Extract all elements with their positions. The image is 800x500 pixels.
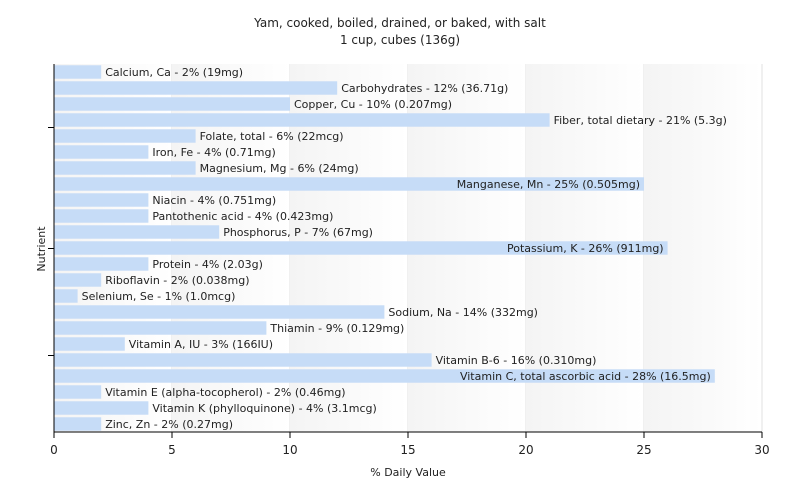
bar-label: Manganese, Mn - 25% (0.505mg) <box>457 178 640 191</box>
x-tick-label: 0 <box>50 443 58 457</box>
bar-label: Magnesium, Mg - 6% (24mg) <box>200 162 359 175</box>
bar-label: Vitamin K (phylloquinone) - 4% (3.1mcg) <box>152 402 376 415</box>
chart-title: Yam, cooked, boiled, drained, or baked, … <box>253 16 546 30</box>
bar <box>54 369 715 383</box>
chart-subtitle: 1 cup, cubes (136g) <box>340 33 460 47</box>
bar <box>54 241 668 255</box>
bar <box>54 305 385 319</box>
bar-label: Fiber, total dietary - 21% (5.3g) <box>554 114 727 127</box>
bar <box>54 273 102 287</box>
bar <box>54 193 149 207</box>
bar <box>54 129 196 143</box>
bar <box>54 177 644 191</box>
bar-label: Copper, Cu - 10% (0.207mg) <box>294 98 452 111</box>
bar-label: Calcium, Ca - 2% (19mg) <box>105 66 243 79</box>
bar-label: Potassium, K - 26% (911mg) <box>507 242 664 255</box>
bar-label: Protein - 4% (2.03g) <box>152 258 263 271</box>
bar <box>54 337 125 351</box>
bar <box>54 145 149 159</box>
bar <box>54 385 102 399</box>
bar-label: Vitamin B-6 - 16% (0.310mg) <box>436 354 597 367</box>
x-tick-label: 20 <box>518 443 533 457</box>
bar <box>54 225 220 239</box>
bar <box>54 401 149 415</box>
bar <box>54 161 196 175</box>
plot-area: Calcium, Ca - 2% (19mg) Carbohydrates - 1… <box>48 64 770 457</box>
bar-label: Sodium, Na - 14% (332mg) <box>388 306 538 319</box>
bar-label: Pantothenic acid - 4% (0.423mg) <box>152 210 333 223</box>
bar-label: Phosphorus, P - 7% (67mg) <box>223 226 373 239</box>
bar-label: Zinc, Zn - 2% (0.27mg) <box>105 418 233 431</box>
bar <box>54 417 102 431</box>
bar <box>54 97 290 111</box>
bar-label: Vitamin C, total ascorbic acid - 28% (16… <box>460 370 711 383</box>
x-tick-label: 30 <box>754 443 769 457</box>
x-tick-label: 10 <box>282 443 297 457</box>
x-tick-label: 5 <box>168 443 176 457</box>
x-axis-title: % Daily Value <box>370 466 446 479</box>
bar-label: Niacin - 4% (0.751mg) <box>152 194 276 207</box>
bar <box>54 65 102 79</box>
y-axis-title: Nutrient <box>35 226 48 272</box>
bar-label: Iron, Fe - 4% (0.71mg) <box>152 146 275 159</box>
x-tick-label: 15 <box>400 443 415 457</box>
bar <box>54 209 149 223</box>
bar <box>54 353 432 367</box>
bar <box>54 321 267 335</box>
bar-label: Selenium, Se - 1% (1.0mcg) <box>82 290 236 303</box>
bar-label: Thiamin - 9% (0.129mg) <box>269 322 404 335</box>
bar-label: Carbohydrates - 12% (36.71g) <box>341 82 508 95</box>
bar <box>54 289 78 303</box>
bar <box>54 257 149 271</box>
bar-label: Folate, total - 6% (22mcg) <box>200 130 344 143</box>
bar <box>54 113 550 127</box>
bar-label: Vitamin A, IU - 3% (166IU) <box>129 338 273 351</box>
x-tick-label: 25 <box>636 443 651 457</box>
bar-label: Riboflavin - 2% (0.038mg) <box>105 274 249 287</box>
bar <box>54 81 338 95</box>
bar-label: Vitamin E (alpha-tocopherol) - 2% (0.46m… <box>105 386 345 399</box>
